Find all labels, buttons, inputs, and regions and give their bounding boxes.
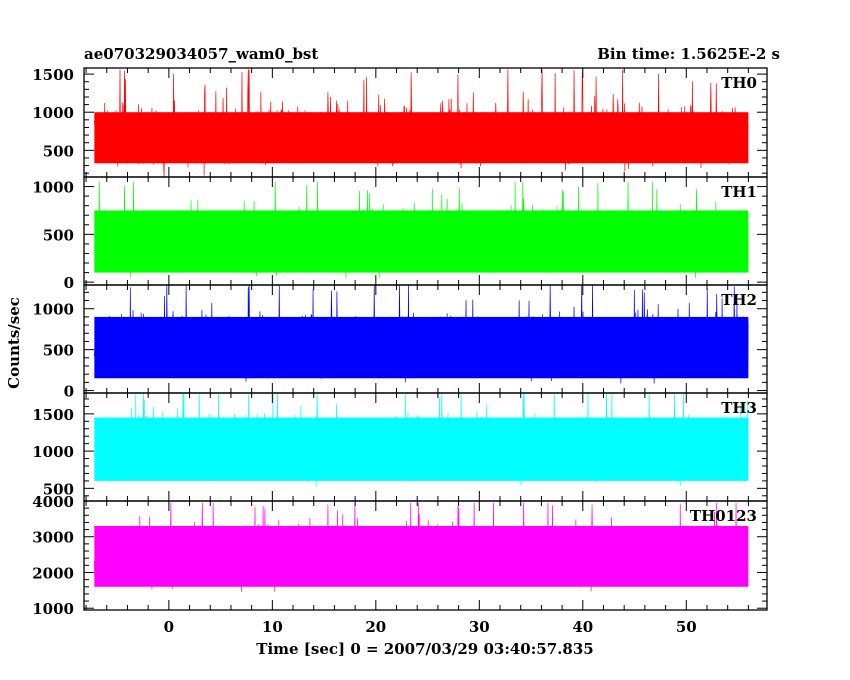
panel-label: TH3 — [721, 399, 757, 417]
y-tick-label: 1000 — [32, 443, 74, 461]
panel-th2: 0 500 1000 TH2 — [32, 284, 768, 401]
x-tick-label: 30 — [469, 618, 490, 636]
y-tick-label: 1000 — [32, 104, 74, 122]
series-band-th3 — [94, 417, 749, 481]
chart-title: ae070329034057_wam0_bst — [84, 45, 318, 63]
y-tick-label: 0 — [64, 274, 74, 292]
x-axis-label: Time [sec] 0 = 2007/03/29 03:40:57.835 — [256, 640, 593, 658]
x-tick-label: 10 — [262, 618, 283, 636]
series-band-th2 — [94, 316, 749, 379]
series-band-th0 — [94, 112, 749, 164]
y-tick-label: 500 — [43, 480, 74, 498]
panel-th0: 500 1000 1500 TH0 — [32, 66, 768, 178]
panel-label: TH0 — [721, 74, 757, 92]
y-tick-label: 1000 — [32, 600, 74, 618]
panel-frame — [83, 500, 768, 611]
series-band-th0123 — [94, 526, 749, 587]
y-tick-label: 2000 — [32, 564, 74, 582]
y-tick-label: 1000 — [32, 179, 74, 197]
y-tick-label: 500 — [43, 342, 74, 360]
y-tick-label: 1500 — [32, 66, 74, 84]
panel-label: TH0123 — [690, 507, 757, 525]
panel-th0123: 1000 2000 3000 4000 TH0123 — [32, 493, 768, 618]
y-tick-label: 0 — [64, 383, 74, 401]
y-tick-label: 500 — [43, 142, 74, 160]
x-tick-label: 0 — [164, 618, 174, 636]
y-tick-label: 3000 — [32, 529, 74, 547]
chart-subtitle: Bin time: 1.5625E-2 s — [597, 45, 780, 63]
x-tick-label: 40 — [572, 618, 593, 636]
series-band-th1 — [94, 210, 749, 273]
y-tick-label: 4000 — [32, 493, 74, 511]
y-tick-label: 1500 — [32, 406, 74, 424]
x-tick-label: 20 — [365, 618, 386, 636]
x-tick-label: 50 — [676, 618, 697, 636]
y-tick-label: 500 — [43, 226, 74, 244]
panel-label: TH2 — [721, 291, 757, 309]
y-tick-label: 1000 — [32, 301, 74, 319]
panel-th1: 0 500 1000 TH1 — [32, 176, 768, 292]
panel-th3: 500 1000 1500 TH3 — [32, 392, 768, 502]
y-axis-label: Counts/sec — [5, 297, 23, 389]
panel-label: TH1 — [721, 183, 757, 201]
